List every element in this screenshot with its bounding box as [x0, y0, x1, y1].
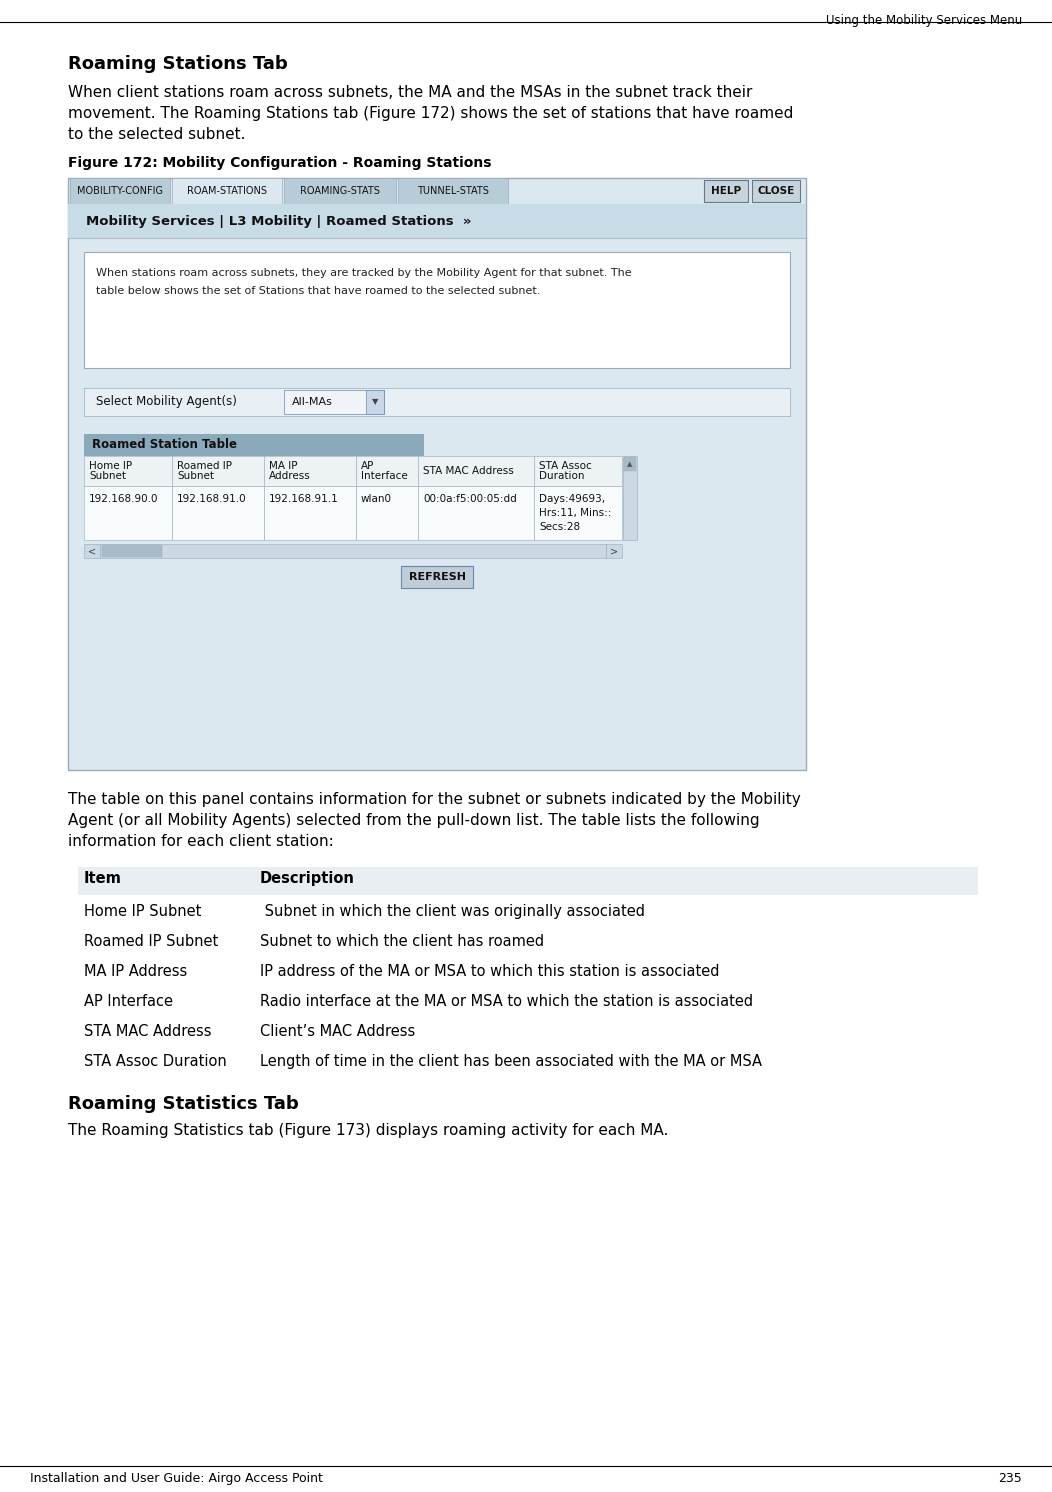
Bar	[623, 457, 638, 540]
Text: HELP: HELP	[711, 186, 741, 195]
Bar	[752, 181, 800, 201]
Bar	[68, 204, 806, 239]
Text: wlan0: wlan0	[361, 494, 392, 504]
Bar	[84, 434, 424, 457]
Bar	[401, 565, 473, 588]
Bar	[84, 388, 790, 416]
Text: to the selected subnet.: to the selected subnet.	[68, 127, 245, 142]
Text: MOBILITY-CONFIG: MOBILITY-CONFIG	[77, 186, 163, 195]
Text: Figure 172:: Figure 172:	[68, 157, 158, 170]
Bar	[534, 486, 622, 540]
Bar	[418, 457, 534, 486]
Text: The Roaming Statistics tab (Figure 173) displays roaming activity for each MA.: The Roaming Statistics tab (Figure 173) …	[68, 1123, 668, 1138]
Bar	[100, 545, 606, 558]
Bar	[284, 178, 396, 204]
Text: Roamed IP Subnet: Roamed IP Subnet	[84, 934, 218, 949]
Text: movement. The Roaming Stations tab (Figure 172) shows the set of stations that h: movement. The Roaming Stations tab (Figu…	[68, 106, 793, 121]
Text: Duration: Duration	[539, 471, 585, 480]
Bar	[102, 545, 162, 557]
Text: CLOSE: CLOSE	[757, 186, 794, 195]
Text: Subnet: Subnet	[177, 471, 214, 480]
Text: MA IP Address: MA IP Address	[84, 964, 187, 979]
Bar	[70, 178, 170, 204]
Text: Mobility Services | L3 Mobility | Roamed Stations  »: Mobility Services | L3 Mobility | Roamed…	[86, 215, 471, 227]
Text: 00:0a:f5:00:05:dd: 00:0a:f5:00:05:dd	[423, 494, 517, 504]
Text: STA Assoc: STA Assoc	[539, 461, 591, 471]
Bar	[171, 457, 264, 486]
Text: Home IP: Home IP	[89, 461, 133, 471]
Text: STA MAC Address: STA MAC Address	[423, 466, 513, 476]
Bar	[84, 457, 171, 486]
Text: Item: Item	[84, 871, 122, 886]
Text: Subnet: Subnet	[89, 471, 126, 480]
Text: Select Mobility Agent(s): Select Mobility Agent(s)	[96, 395, 237, 409]
Text: Subnet in which the client was originally associated: Subnet in which the client was originall…	[260, 904, 645, 919]
Text: REFRESH: REFRESH	[408, 571, 465, 582]
Bar	[171, 486, 264, 540]
Text: 235: 235	[998, 1473, 1021, 1485]
Bar	[264, 486, 356, 540]
Bar	[366, 389, 384, 413]
Bar	[284, 389, 384, 413]
Text: Days:49693,: Days:49693,	[539, 494, 605, 504]
Bar	[84, 486, 171, 540]
Text: ROAM-STATIONS: ROAM-STATIONS	[187, 186, 267, 195]
Text: Length of time in the client has been associated with the MA or MSA: Length of time in the client has been as…	[260, 1053, 762, 1068]
Text: Home IP Subnet: Home IP Subnet	[84, 904, 201, 919]
Text: Roaming Statistics Tab: Roaming Statistics Tab	[68, 1095, 299, 1113]
Text: Secs:28: Secs:28	[539, 522, 580, 533]
Bar	[356, 486, 418, 540]
Text: 192.168.91.0: 192.168.91.0	[177, 494, 246, 504]
Text: Installation and User Guide: Airgo Access Point: Installation and User Guide: Airgo Acces…	[31, 1473, 323, 1485]
Bar	[418, 486, 534, 540]
Text: When client stations roam across subnets, the MA and the MSAs in the subnet trac: When client stations roam across subnets…	[68, 85, 752, 100]
Text: Client’s MAC Address: Client’s MAC Address	[260, 1024, 416, 1038]
Text: STA MAC Address: STA MAC Address	[84, 1024, 211, 1038]
Text: Roamed IP: Roamed IP	[177, 461, 232, 471]
Bar	[78, 867, 978, 895]
Text: ▼: ▼	[371, 397, 379, 406]
Bar	[704, 181, 748, 201]
Bar	[264, 457, 356, 486]
Text: IP address of the MA or MSA to which this station is associated: IP address of the MA or MSA to which thi…	[260, 964, 720, 979]
Text: ▲: ▲	[627, 461, 632, 467]
Bar	[68, 178, 806, 770]
Bar	[84, 252, 790, 369]
Text: 192.168.90.0: 192.168.90.0	[89, 494, 159, 504]
Text: <: <	[88, 546, 96, 557]
Text: When stations roam across subnets, they are tracked by the Mobility Agent for th: When stations roam across subnets, they …	[96, 269, 631, 278]
Text: information for each client station:: information for each client station:	[68, 834, 333, 849]
Text: Using the Mobility Services Menu: Using the Mobility Services Menu	[826, 13, 1021, 27]
Text: TUNNEL-STATS: TUNNEL-STATS	[417, 186, 489, 195]
Text: AP Interface: AP Interface	[84, 994, 173, 1009]
Bar	[398, 178, 508, 204]
Bar	[171, 178, 282, 204]
Text: 192.168.91.1: 192.168.91.1	[269, 494, 339, 504]
Bar	[624, 457, 636, 471]
Text: Description: Description	[260, 871, 355, 886]
Text: Mobility Configuration - Roaming Stations: Mobility Configuration - Roaming Station…	[143, 157, 491, 170]
Text: Roamed Station Table: Roamed Station Table	[92, 439, 237, 452]
Text: Interface: Interface	[361, 471, 408, 480]
Text: STA Assoc Duration: STA Assoc Duration	[84, 1053, 227, 1068]
Text: Roaming Stations Tab: Roaming Stations Tab	[68, 55, 288, 73]
Text: table below shows the set of Stations that have roamed to the selected subnet.: table below shows the set of Stations th…	[96, 286, 541, 295]
Text: Agent (or all Mobility Agents) selected from the pull-down list. The table lists: Agent (or all Mobility Agents) selected …	[68, 813, 760, 828]
Bar	[84, 545, 100, 558]
Bar	[534, 457, 622, 486]
Text: Address: Address	[269, 471, 310, 480]
Text: ROAMING-STATS: ROAMING-STATS	[300, 186, 380, 195]
Text: AP: AP	[361, 461, 375, 471]
Text: MA IP: MA IP	[269, 461, 298, 471]
Text: The table on this panel contains information for the subnet or subnets indicated: The table on this panel contains informa…	[68, 792, 801, 807]
Text: Hrs:11, Mins::: Hrs:11, Mins::	[539, 507, 611, 518]
Text: Subnet to which the client has roamed: Subnet to which the client has roamed	[260, 934, 544, 949]
Text: >: >	[610, 546, 619, 557]
Bar	[356, 457, 418, 486]
Text: All-MAs: All-MAs	[292, 397, 332, 407]
Text: Radio interface at the MA or MSA to which the station is associated: Radio interface at the MA or MSA to whic…	[260, 994, 753, 1009]
Bar	[606, 545, 622, 558]
